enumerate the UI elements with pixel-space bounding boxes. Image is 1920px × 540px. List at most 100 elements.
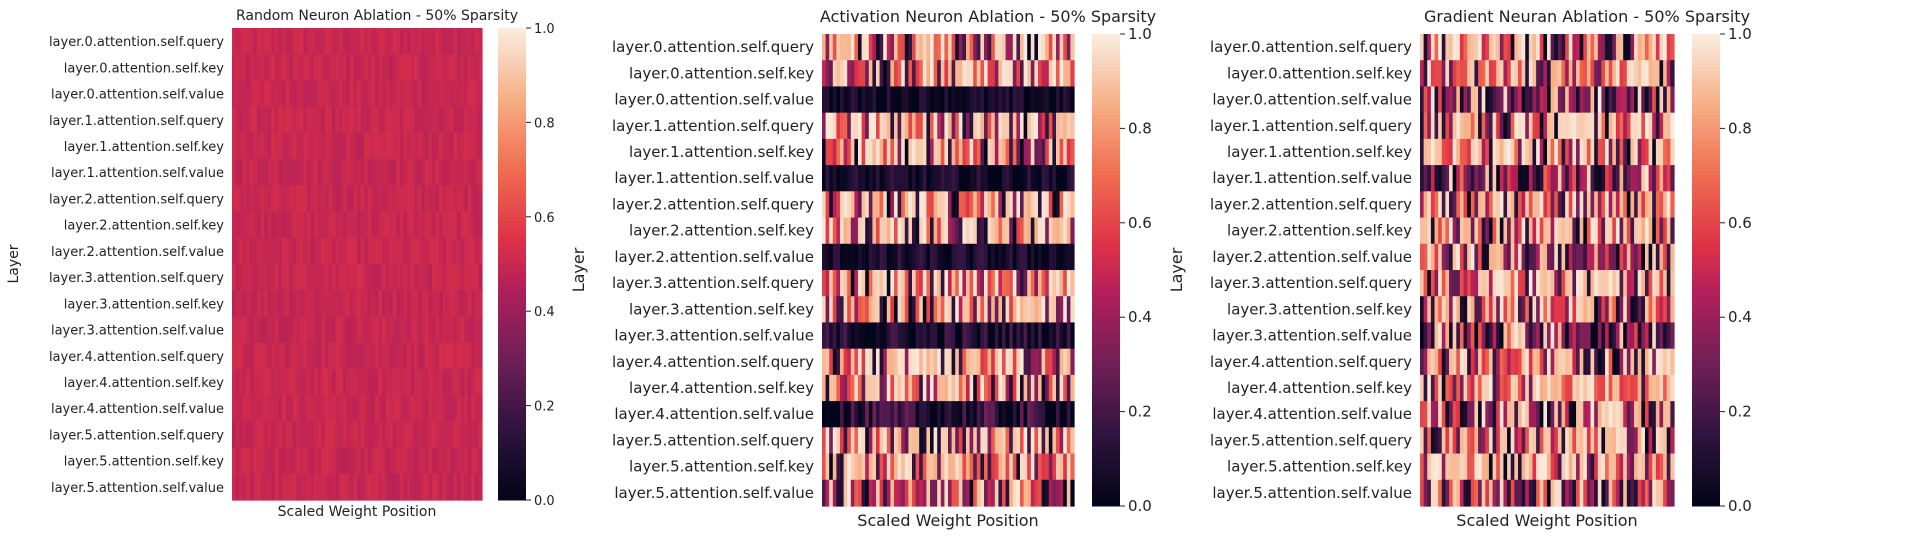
heatmap-cell	[1528, 453, 1534, 481]
heatmap-cell	[1634, 243, 1639, 271]
colorbar-segment	[498, 207, 526, 213]
heatmap-cell	[424, 473, 430, 501]
heatmap-cell	[274, 54, 280, 82]
colorbar-segment	[1092, 477, 1120, 483]
heatmap-cell	[973, 401, 978, 428]
heatmap-cell	[822, 217, 827, 245]
heatmap-cell	[1499, 86, 1505, 114]
heatmap-cell	[307, 421, 312, 449]
heatmap-cell	[1492, 479, 1497, 507]
heatmap-cell	[904, 270, 909, 297]
heatmap-cell	[296, 211, 301, 239]
heatmap-cell	[897, 138, 902, 166]
heatmap-cell	[292, 185, 297, 213]
heatmap-cell	[1463, 217, 1468, 245]
heatmap-cell	[1565, 34, 1570, 61]
heatmap-cell	[1637, 453, 1642, 481]
heatmap-cell	[342, 132, 347, 160]
heatmap-cell	[1550, 479, 1555, 507]
heatmap-cell	[973, 296, 978, 324]
heatmap-cell	[1434, 374, 1439, 402]
heatmap-cell	[439, 54, 444, 82]
heatmap-cell	[417, 28, 422, 55]
heatmap-cell	[292, 473, 297, 501]
heatmap-cell	[478, 421, 483, 449]
heatmap-cell	[987, 34, 992, 61]
heatmap-cell	[1470, 86, 1476, 114]
heatmap-cell	[1601, 60, 1606, 88]
heatmap-cell	[285, 368, 290, 396]
heatmap-cell	[257, 473, 262, 501]
colorbar-segment	[1692, 222, 1720, 229]
heatmap-cell	[414, 159, 419, 186]
heatmap-cell	[933, 86, 938, 114]
heatmap-cell	[1027, 191, 1032, 219]
heatmap-cell	[232, 447, 237, 475]
colorbar-segment	[498, 415, 526, 421]
heatmap-cell	[919, 453, 924, 481]
heatmap-cell	[1514, 191, 1519, 219]
heatmap-cell	[299, 316, 305, 344]
heatmap-cell	[1594, 191, 1599, 219]
heatmap-cell	[1438, 270, 1443, 297]
heatmap-cell	[1474, 112, 1479, 140]
heatmap-cell	[1528, 270, 1534, 297]
heatmap-cell	[966, 348, 971, 376]
heatmap-cell	[1525, 322, 1530, 350]
heatmap-cell	[1488, 479, 1494, 507]
heatmap-cell	[1434, 401, 1439, 428]
heatmap-cell	[374, 237, 380, 265]
heatmap-cell	[296, 421, 301, 449]
heatmap-cell	[1597, 270, 1603, 297]
heatmap-cell	[467, 264, 472, 291]
heatmap-cell	[428, 80, 433, 108]
heatmap-cell	[1583, 348, 1588, 376]
heatmap-cell	[360, 264, 365, 291]
heatmap-cell	[1605, 34, 1610, 61]
heatmap-cell	[349, 54, 355, 82]
heatmap-cell	[282, 211, 287, 239]
heatmap-cell	[994, 112, 999, 140]
heatmap-cell	[385, 159, 390, 186]
heatmap-cell	[1063, 112, 1068, 140]
heatmap-cell	[1478, 296, 1483, 324]
heatmap-cell	[267, 106, 272, 134]
heatmap-cell	[1583, 374, 1588, 402]
heatmap-cell	[285, 447, 290, 475]
heatmap-cell	[1663, 348, 1668, 376]
heatmap-cell	[303, 28, 308, 55]
heatmap-cell	[1637, 34, 1642, 61]
heatmap-cell	[435, 473, 440, 501]
heatmap-cell	[1449, 270, 1454, 297]
heatmap-cell	[1012, 348, 1017, 376]
heatmap-cell	[421, 106, 426, 134]
heatmap-cell	[303, 54, 308, 82]
heatmap-cell	[1009, 112, 1014, 140]
heatmap-cell	[424, 237, 430, 265]
heatmap-cell	[353, 54, 358, 82]
heatmap-cell	[984, 374, 989, 402]
heatmap-cell	[912, 348, 917, 376]
heatmap-cell	[1449, 138, 1454, 166]
heatmap-cell	[930, 243, 935, 271]
heatmap-cell	[264, 80, 269, 108]
heatmap-cell	[1536, 374, 1541, 402]
heatmap-cell	[1038, 86, 1043, 114]
heatmap-cell	[310, 368, 315, 396]
colorbar-segment	[1692, 118, 1720, 125]
heatmap-cell	[836, 427, 841, 455]
heatmap-cell	[872, 453, 877, 481]
heatmap-cell	[310, 185, 315, 213]
heatmap-cell	[958, 34, 963, 61]
heatmap-cell	[239, 28, 244, 55]
heatmap-cell	[282, 54, 287, 82]
heatmap-cell	[1641, 453, 1646, 481]
colorbar-segment	[498, 146, 526, 152]
heatmap-cell	[883, 296, 888, 324]
heatmap-cell	[901, 243, 906, 271]
heatmap-cell	[389, 395, 394, 422]
heatmap-cell	[335, 28, 340, 55]
heatmap-cell	[424, 368, 430, 396]
heatmap-cell	[840, 296, 845, 324]
heatmap-cell	[1655, 138, 1661, 166]
